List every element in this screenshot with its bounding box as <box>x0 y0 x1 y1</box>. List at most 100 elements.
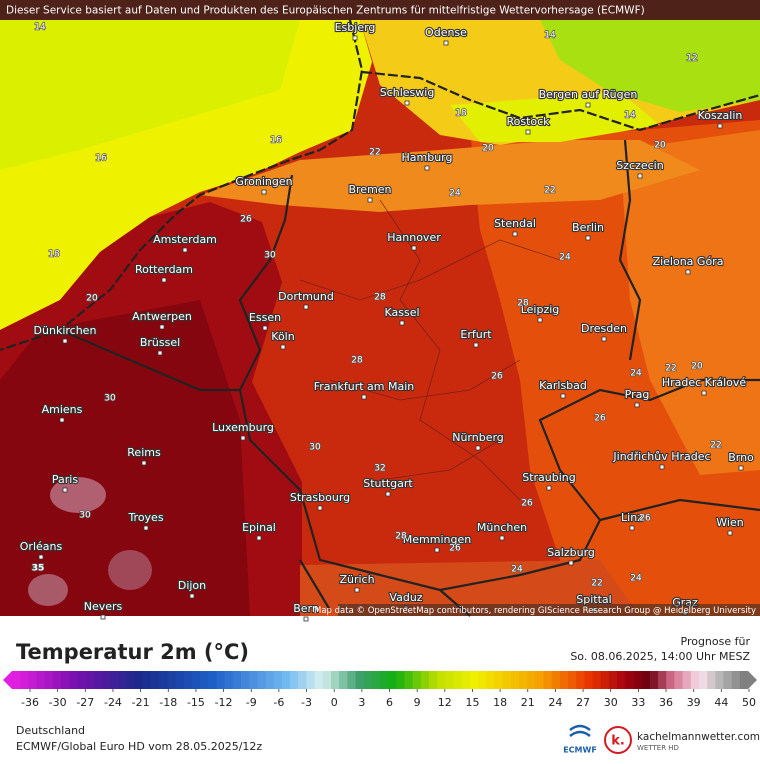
notice-bar <box>0 0 760 20</box>
isotherm-label: 26 <box>639 514 651 524</box>
city-dot <box>256 535 262 541</box>
city-dot <box>399 320 405 326</box>
city-dot <box>685 269 691 275</box>
city-label: Strasbourg <box>290 491 350 504</box>
isotherm-label: 14 <box>544 31 556 41</box>
colorbar-tick-label: 15 <box>465 696 479 709</box>
isotherm-label: 20 <box>86 294 98 304</box>
city-label: Szczecin <box>616 159 663 172</box>
city-label: Spittal <box>576 593 611 606</box>
city-dot <box>601 336 607 342</box>
city-dot <box>62 487 68 493</box>
colorbar-tick-label: -24 <box>104 696 122 709</box>
isotherm-layer: 14 16 16 18 20 22 24 22 20 18 12 14 14 20 26 30 28 28 24 28… <box>31 22 722 590</box>
map: Esbjerg Odense Schleswig Bergen auf Rügen Ro… <box>0 0 760 622</box>
colorbar-cell <box>502 671 512 689</box>
city-dot <box>159 324 165 330</box>
city-dot <box>157 350 163 356</box>
colorbar-cell <box>69 671 78 689</box>
colorbar-cell <box>52 671 62 689</box>
city-dot <box>182 247 188 253</box>
colorbar-cell <box>240 671 250 689</box>
colorbar-cell <box>600 671 610 689</box>
colorbar-cell <box>535 671 545 689</box>
city-dot <box>262 325 268 331</box>
city-label: Koszalin <box>698 109 743 122</box>
colorbar-cell <box>608 671 618 689</box>
colorbar-cell <box>118 671 127 689</box>
city-label: Frankfurt am Main <box>314 380 415 393</box>
colorbar-cell <box>633 671 643 689</box>
colorbar-cell <box>682 671 692 689</box>
ecmwf-icon <box>569 724 591 738</box>
colorbar-cell <box>445 671 455 689</box>
colorbar-cell <box>527 671 536 689</box>
isotherm-label: 32 <box>374 464 385 474</box>
isotherm-label: 26 <box>240 215 252 225</box>
city-label: Rostock <box>506 115 550 128</box>
colorbar-cell <box>36 671 46 689</box>
colorbar-cell <box>715 671 724 689</box>
colorbar-tick-label: 3 <box>358 696 365 709</box>
city-label: Orléans <box>20 540 63 553</box>
isotherm-label: 24 <box>630 369 642 379</box>
attribution-bar <box>338 604 760 616</box>
colorbar-tick-label: 18 <box>493 696 507 709</box>
isotherm-label: 24 <box>630 574 642 584</box>
city-label: Erfurt <box>460 328 492 341</box>
isotherm-label: 18 <box>48 250 60 260</box>
colorbar-tick-label: 33 <box>631 696 645 709</box>
colorbar-cell <box>12 671 21 689</box>
isotherm-label: 30 <box>264 251 276 261</box>
city-dot <box>141 460 147 466</box>
colorbar-cell <box>314 671 324 689</box>
colorbar-cell <box>576 671 585 689</box>
sea-area <box>0 20 300 170</box>
city-dot <box>585 235 591 241</box>
colorbar-cell <box>690 671 700 689</box>
colorbar-tick-label: -27 <box>76 696 94 709</box>
colorbar-cell <box>265 671 275 689</box>
city-dot <box>59 417 65 423</box>
colorbar-cell <box>396 671 406 689</box>
hot-spot <box>28 574 68 606</box>
city-dot <box>367 197 373 203</box>
city-label: Kassel <box>384 306 419 319</box>
city-dot <box>317 505 323 511</box>
hot-area <box>0 300 250 616</box>
city-label: Jindřichův Hradec <box>612 450 710 463</box>
colorbar-cell <box>110 671 119 689</box>
isotherm-label: 30 <box>104 394 116 404</box>
city-dot <box>411 245 417 251</box>
city-label: Nevers <box>84 600 123 613</box>
colorbar-cell <box>568 671 577 689</box>
colorbar-cell <box>101 671 111 689</box>
city-label: Dortmund <box>278 290 334 303</box>
city-label: Nürnberg <box>452 431 504 444</box>
colorbar-arrow <box>3 671 12 689</box>
city-label: München <box>477 521 527 534</box>
city-label: Antwerpen <box>132 310 192 323</box>
colorbar-tick-label: 44 <box>714 696 728 709</box>
colorbar-cell <box>134 671 144 689</box>
colorbar-cell <box>380 671 389 689</box>
city-label: Troyes <box>127 511 163 524</box>
colorbar-cell <box>592 671 602 689</box>
city-dot <box>499 535 505 541</box>
city-dot <box>727 530 733 536</box>
city-label: Dünkirchen <box>34 324 97 337</box>
isotherm-label: 28 <box>395 532 407 542</box>
warm-area <box>620 130 760 475</box>
city-dot <box>361 394 367 400</box>
colorbar-tick-label: 0 <box>331 696 338 709</box>
city-dot <box>475 445 481 451</box>
isotherm-label: 20 <box>482 144 494 154</box>
brand-tag: WETTER HD <box>637 744 679 752</box>
city-dot <box>560 393 566 399</box>
colorbar-cell <box>723 671 733 689</box>
city-label: Reims <box>127 446 161 459</box>
attribution: Map data © OpenStreetMap contributors, r… <box>314 606 756 616</box>
city-label: Groningen <box>235 175 292 188</box>
colorbar-cell <box>739 671 749 689</box>
